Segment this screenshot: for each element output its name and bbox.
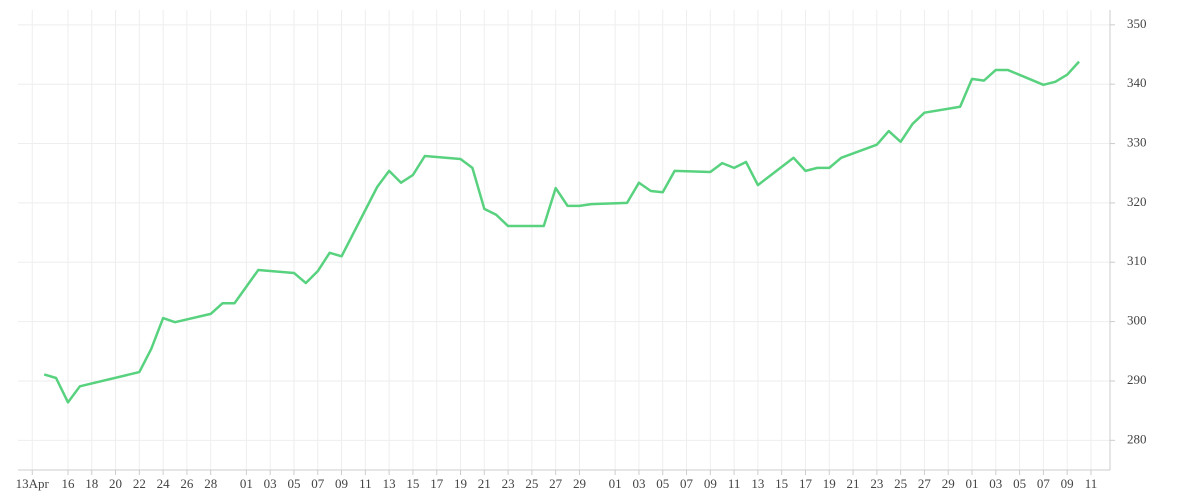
x-tick-label: 11 bbox=[1085, 476, 1098, 491]
x-tick-label: 05 bbox=[656, 476, 669, 491]
y-tick-label: 300 bbox=[1127, 313, 1147, 328]
x-tick-label: 27 bbox=[549, 476, 563, 491]
y-tick-label: 350 bbox=[1127, 16, 1147, 31]
x-tick-label: 07 bbox=[1037, 476, 1051, 491]
x-tick-label: 09 bbox=[704, 476, 717, 491]
x-tick-label: 23 bbox=[502, 476, 515, 491]
x-tick-label: 09 bbox=[1061, 476, 1074, 491]
y-tick-label: 280 bbox=[1127, 431, 1147, 446]
x-tick-label: 03 bbox=[264, 476, 277, 491]
x-tick-label: 25 bbox=[525, 476, 538, 491]
x-tick-label: 27 bbox=[918, 476, 932, 491]
x-tick-label: 13 bbox=[751, 476, 764, 491]
y-tick-label: 310 bbox=[1127, 253, 1147, 268]
x-tick-label: 20 bbox=[109, 476, 122, 491]
x-tick-label: 07 bbox=[311, 476, 325, 491]
x-tick-label: 07 bbox=[680, 476, 694, 491]
line-series bbox=[43, 60, 1080, 404]
x-tick-label: 29 bbox=[942, 476, 955, 491]
x-tick-label: 11 bbox=[359, 476, 372, 491]
x-tick-label: 05 bbox=[287, 476, 300, 491]
x-tick-label: 28 bbox=[204, 476, 217, 491]
x-tick-label: 16 bbox=[61, 476, 75, 491]
x-tick-label: 03 bbox=[632, 476, 645, 491]
x-tick-label: 19 bbox=[823, 476, 836, 491]
x-tick-label: 15 bbox=[406, 476, 419, 491]
x-tick-label: 03 bbox=[989, 476, 1002, 491]
x-tick-label: 19 bbox=[454, 476, 467, 491]
x-tick-label: 15 bbox=[775, 476, 788, 491]
x-tick-label: 22 bbox=[133, 476, 146, 491]
y-tick-label: 340 bbox=[1127, 75, 1147, 90]
x-tick-label: 13Apr bbox=[16, 476, 50, 491]
x-tick-label: 01 bbox=[966, 476, 979, 491]
x-tick-label: 26 bbox=[180, 476, 194, 491]
x-tick-label: 29 bbox=[573, 476, 586, 491]
y-tick-label: 320 bbox=[1127, 194, 1147, 209]
x-tick-label: 21 bbox=[847, 476, 860, 491]
x-tick-label: 21 bbox=[478, 476, 491, 491]
x-tick-label: 13 bbox=[383, 476, 396, 491]
x-tick-label: 01 bbox=[240, 476, 253, 491]
y-tick-label: 330 bbox=[1127, 135, 1147, 150]
x-tick-label: 23 bbox=[870, 476, 883, 491]
x-tick-label: 18 bbox=[85, 476, 98, 491]
x-tick-label: 24 bbox=[157, 476, 171, 491]
x-tick-label: 01 bbox=[609, 476, 622, 491]
x-tick-label: 09 bbox=[335, 476, 348, 491]
x-tick-label: 17 bbox=[799, 476, 813, 491]
x-tick-label: 25 bbox=[894, 476, 907, 491]
x-tick-label: 05 bbox=[1013, 476, 1026, 491]
y-tick-label: 290 bbox=[1127, 372, 1147, 387]
x-tick-label: 11 bbox=[728, 476, 741, 491]
x-tick-label: 17 bbox=[430, 476, 444, 491]
